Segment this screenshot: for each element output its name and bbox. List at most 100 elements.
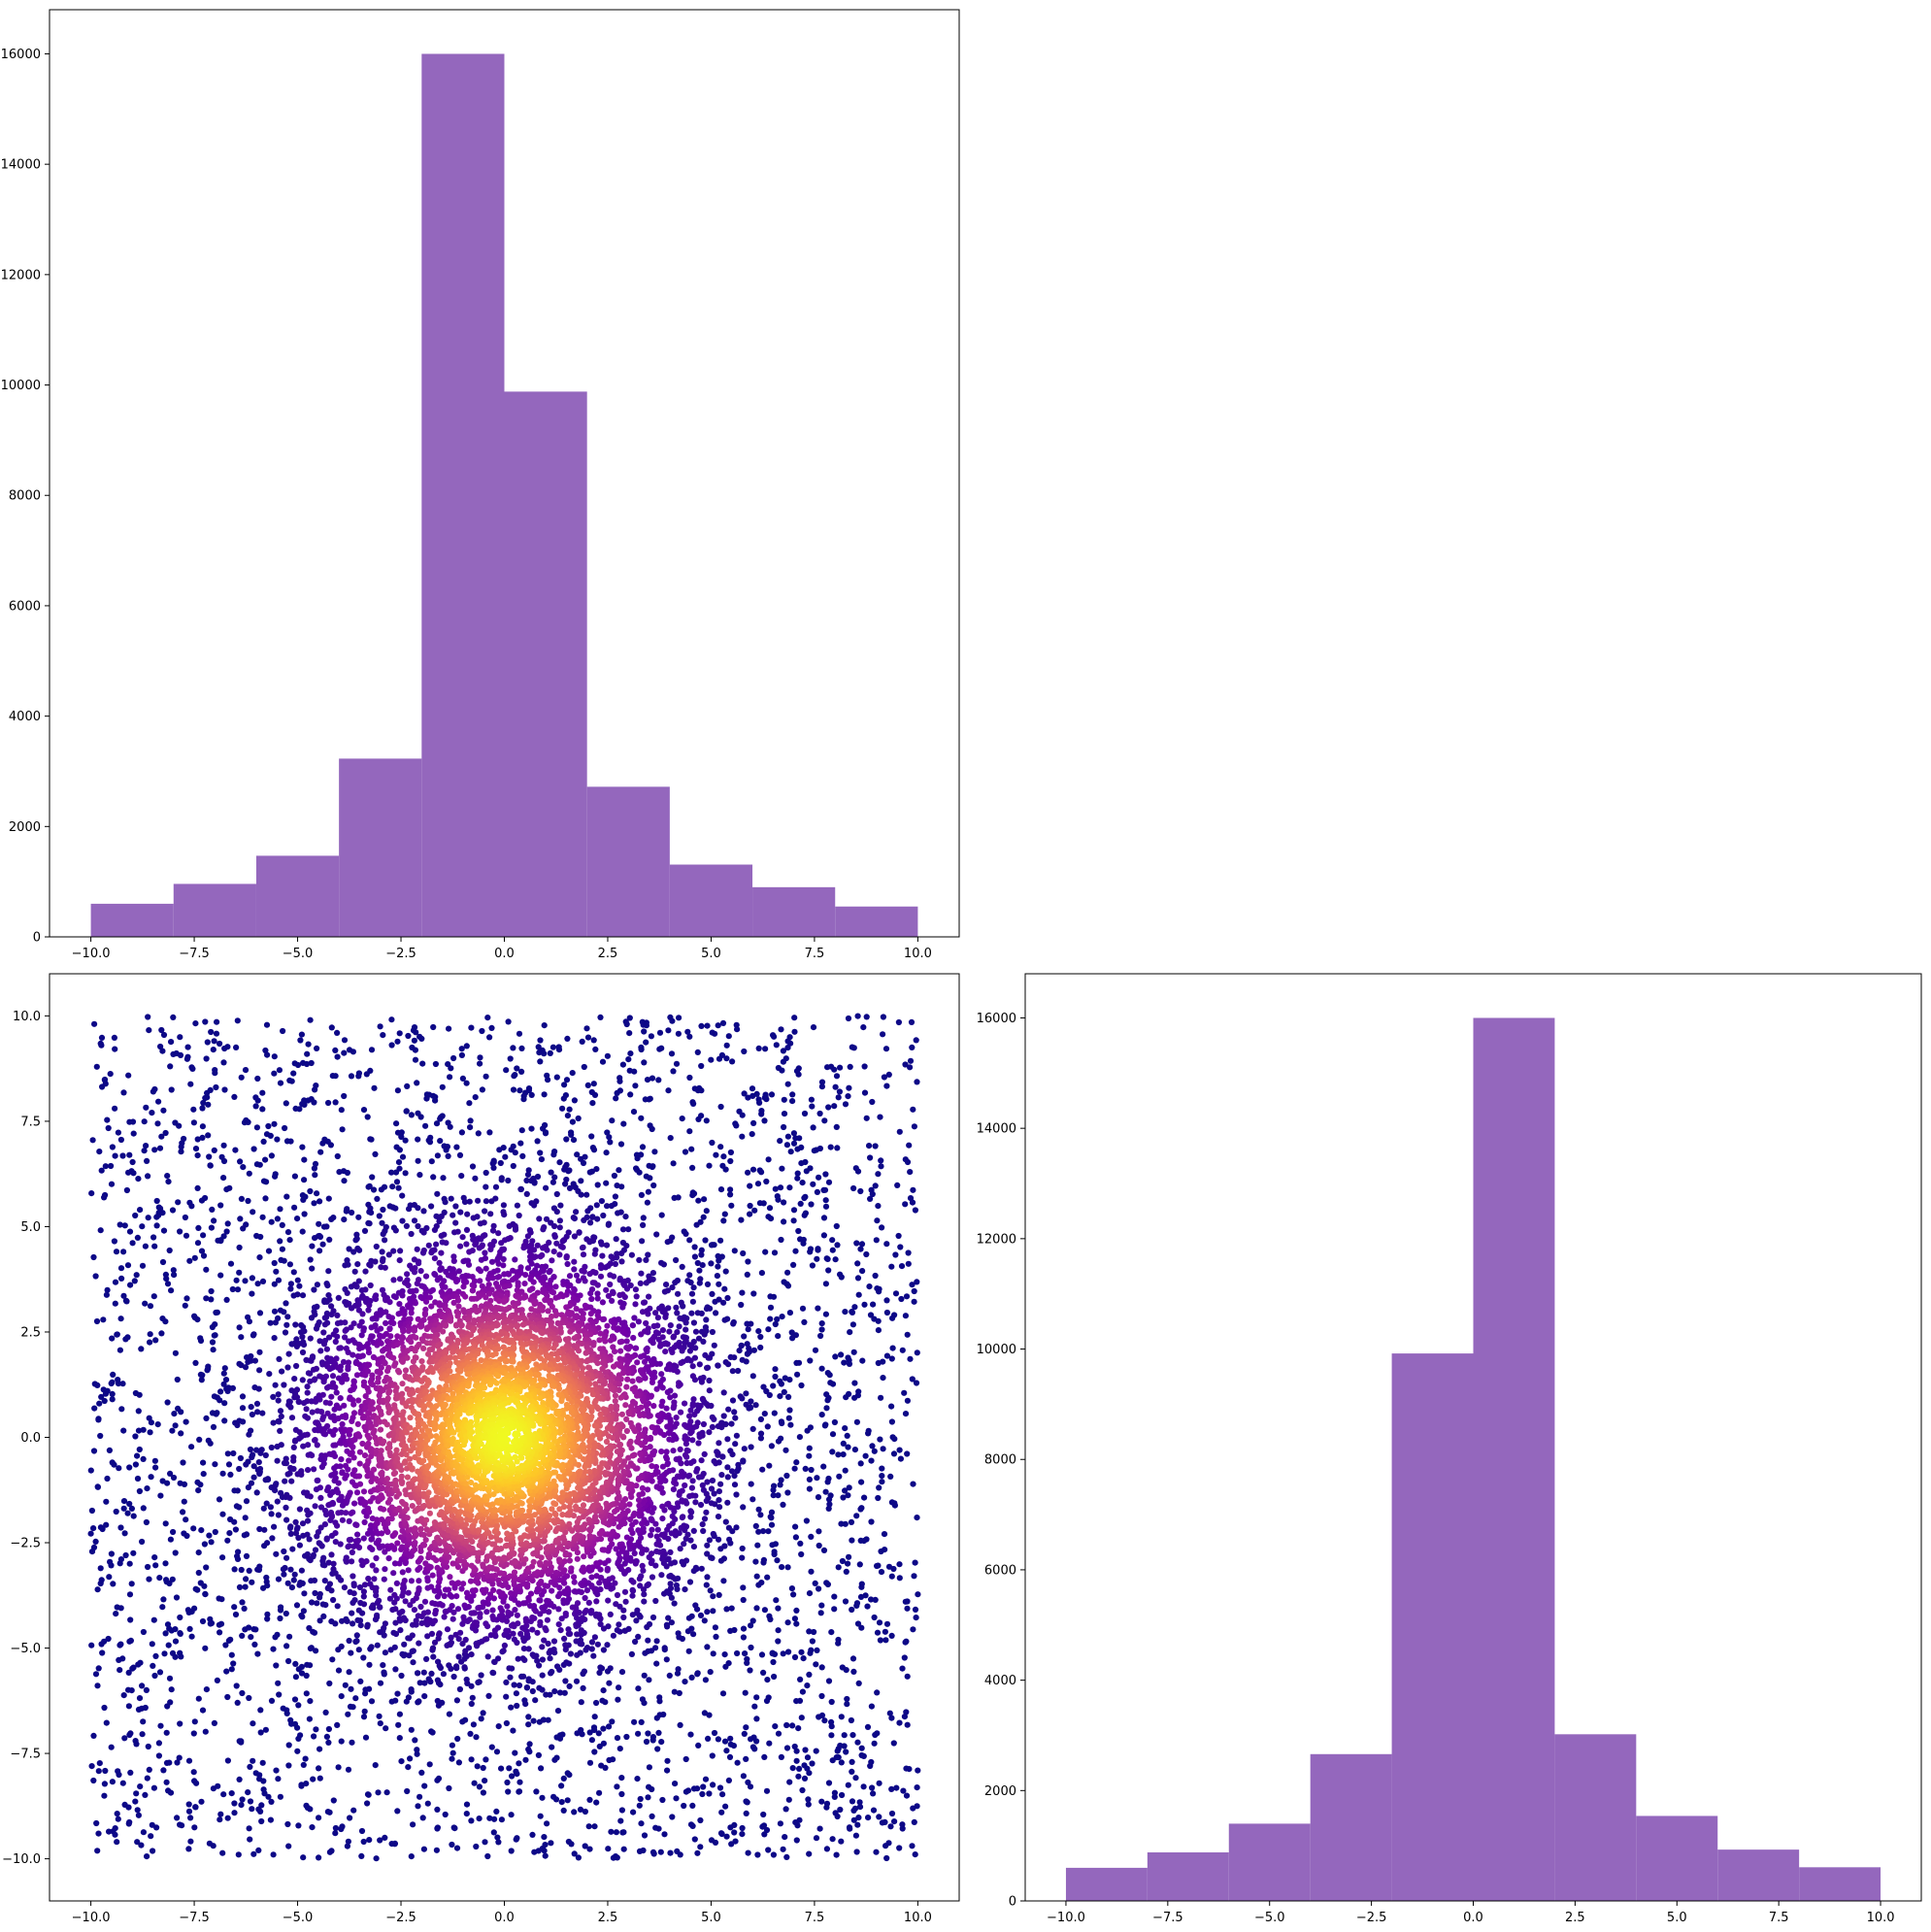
scatter-point [341, 1402, 348, 1409]
scatter-point [220, 1791, 227, 1798]
scatter-point [498, 1240, 505, 1247]
scatter-point [653, 1548, 660, 1555]
scatter-point [421, 1782, 428, 1789]
scatter-point [636, 1848, 644, 1854]
scatter-point [711, 1458, 717, 1465]
scatter-point [150, 1088, 156, 1095]
scatter-point [876, 1814, 882, 1820]
scatter-point [716, 1440, 722, 1447]
scatter-point [308, 1645, 315, 1651]
scatter-point [833, 1222, 840, 1230]
scatter-point [743, 1755, 749, 1762]
scatter-point [653, 1533, 660, 1540]
scatter-point [427, 1288, 434, 1295]
scatter-point [338, 1107, 345, 1114]
scatter-point [332, 1470, 339, 1477]
scatter-point [449, 1616, 456, 1622]
scatter-point [610, 1255, 616, 1262]
scatter-point [716, 1591, 722, 1598]
scatter-point [714, 1273, 721, 1280]
scatter-point [203, 1415, 210, 1421]
scatter-point [749, 1166, 757, 1173]
scatter-point [396, 1301, 403, 1308]
scatter-point [364, 1800, 371, 1807]
scatter-point [453, 1144, 460, 1150]
scatter-point [231, 1518, 238, 1525]
scatter-point [153, 1222, 160, 1229]
scatter-point [671, 1688, 678, 1695]
scatter-point [690, 1100, 697, 1107]
scatter-point [334, 1029, 341, 1036]
scatter-point [483, 1620, 489, 1627]
scatter-point [761, 1117, 768, 1124]
scatter-point [165, 1642, 172, 1649]
scatter-point [174, 1376, 181, 1383]
scatter-point [715, 1514, 722, 1520]
scatter-point [503, 1719, 511, 1727]
scatter-point [373, 1855, 380, 1862]
scatter-point [560, 1807, 567, 1814]
scatter-point [555, 1047, 563, 1053]
scatter-point [200, 1459, 207, 1466]
scatter-point [733, 1491, 740, 1498]
scatter-point [890, 1450, 898, 1457]
scatter-point [143, 1104, 150, 1111]
scatter-point [695, 1742, 702, 1749]
scatter-point [392, 1294, 399, 1301]
scatter-point [339, 1823, 346, 1830]
scatter-point [697, 1501, 705, 1509]
scatter-point [102, 1163, 109, 1170]
scatter-point [115, 1815, 121, 1822]
scatter-point [816, 1585, 822, 1592]
scatter-point [199, 1123, 206, 1130]
scatter-point [188, 1633, 195, 1640]
scatter-point [799, 1305, 807, 1312]
scatter-point [522, 1272, 529, 1279]
scatter-point [259, 1759, 266, 1766]
scatter-point [341, 1178, 348, 1184]
scatter-point [872, 1143, 879, 1149]
scatter-point [402, 1170, 409, 1177]
scatter-point [380, 1257, 386, 1265]
scatter-point [844, 1432, 850, 1439]
scatter-point [594, 1641, 602, 1648]
scatter-point [476, 1245, 483, 1251]
scatter-point [854, 1013, 861, 1019]
scatter-point [589, 1214, 596, 1220]
scatter-point [346, 1517, 352, 1524]
scatter-point [219, 1554, 226, 1561]
scatter-point [559, 1105, 566, 1112]
scatter-point [888, 1632, 895, 1639]
scatter-point [583, 1607, 589, 1614]
scatter-point [652, 1310, 659, 1316]
scatter-point [295, 1702, 302, 1709]
scatter-point [839, 1557, 847, 1565]
scatter-point [734, 1026, 741, 1033]
scatter-point [538, 1156, 546, 1163]
scatter-point [276, 1355, 283, 1362]
scatter-point [408, 1578, 415, 1584]
scatter-point [314, 1600, 320, 1607]
scatter-point [301, 1101, 308, 1108]
scatter-point [836, 1473, 843, 1480]
scatter-point [747, 1202, 753, 1210]
scatter-point [274, 1136, 281, 1143]
scatter-point [90, 1544, 98, 1550]
scatter-point [228, 1790, 235, 1797]
scatter-point [250, 1757, 256, 1764]
scatter-point [687, 1537, 694, 1544]
scatter-point [771, 1033, 778, 1040]
scatter-point [126, 1464, 133, 1471]
scatter-point [686, 1074, 693, 1082]
scatter-point [131, 1278, 138, 1284]
scatter-point [720, 1299, 727, 1306]
scatter-point [845, 1492, 851, 1499]
scatter-point [296, 1282, 303, 1289]
scatter-point [479, 1086, 485, 1093]
scatter-point [687, 1407, 694, 1414]
scatter-point [480, 1599, 486, 1606]
scatter-point [121, 1222, 128, 1229]
scatter-point [706, 1162, 713, 1169]
scatter-point [152, 1464, 159, 1471]
